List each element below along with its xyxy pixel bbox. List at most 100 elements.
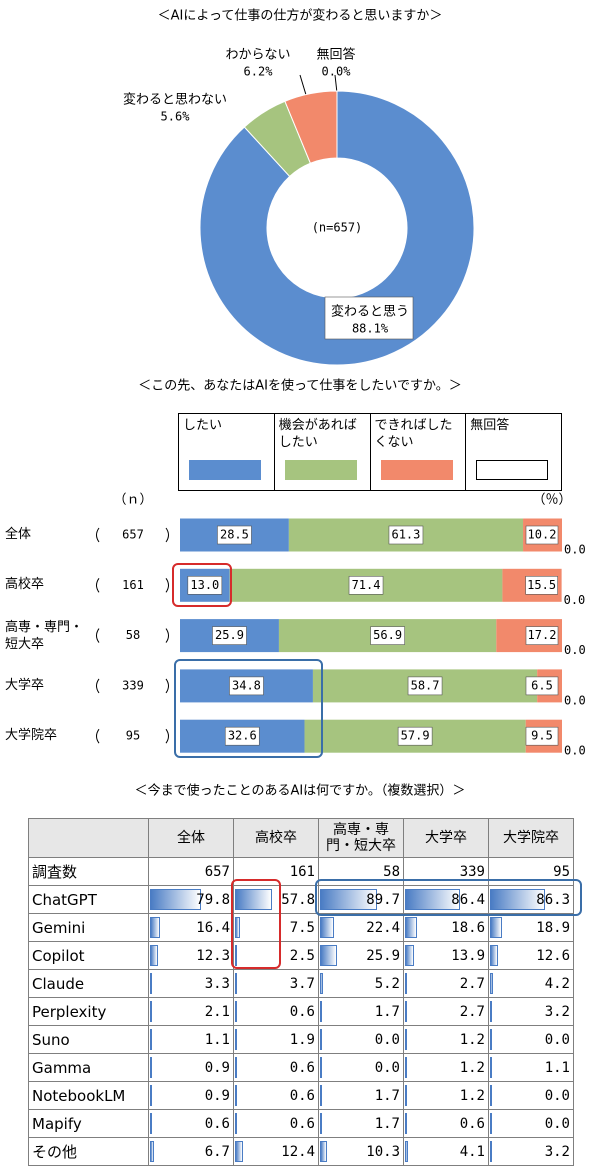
slice-value: 6.2% <box>244 65 274 79</box>
row-label: その他 <box>28 1137 149 1166</box>
column-header: 大学卒 <box>403 818 489 858</box>
paren <box>96 628 100 643</box>
data-bar <box>405 917 417 938</box>
slice-label: 変わると思わない <box>123 92 227 108</box>
table-cell: 0.0 <box>318 1025 404 1054</box>
data-bar <box>150 1141 155 1162</box>
table-cell: 12.6 <box>488 941 574 970</box>
cell-value: 0.6 <box>289 1115 315 1132</box>
cell-value: 2.5 <box>289 947 315 964</box>
n-cell: 657 <box>148 857 234 886</box>
table-cell: 7.5 <box>233 913 319 942</box>
table-cell: 79.8 <box>148 885 234 914</box>
cell-value: 0.0 <box>544 1115 570 1132</box>
row-label: Perplexity <box>28 997 149 1026</box>
center-label: (n=657) <box>312 221 363 235</box>
bar-value-label: 61.3 <box>391 528 420 542</box>
table-cell: 2.5 <box>233 941 319 970</box>
table-row: Mapify 0.6 0.6 1.7 0.6 0.0 <box>28 1109 574 1138</box>
data-bar <box>150 1001 152 1022</box>
data-bar <box>320 1057 322 1078</box>
slice-label: わからない <box>225 48 290 63</box>
bar-value-label: 0.0 <box>564 744 586 758</box>
data-bar <box>235 1029 237 1050</box>
data-bar <box>490 945 499 966</box>
cell-value: 0.0 <box>374 1059 400 1076</box>
legend-item: したい <box>179 414 275 490</box>
cell-value: 1.7 <box>374 1115 400 1132</box>
row-label: Gemini <box>28 913 149 942</box>
label-box <box>525 676 559 696</box>
bar-value-label: 34.8 <box>232 678 261 692</box>
cell-value: 3.7 <box>289 975 315 992</box>
data-bar <box>405 1029 407 1050</box>
cell-value: 0.6 <box>459 1115 485 1132</box>
table-cell: 86.3 <box>488 885 574 914</box>
cell-value: 0.0 <box>544 1087 570 1104</box>
cell-value: 4.2 <box>544 975 570 992</box>
row-label: NotebookLM <box>28 1081 149 1110</box>
cell-value: 2.7 <box>459 975 485 992</box>
data-bar <box>235 917 240 938</box>
category-label: 高校卒 <box>5 577 45 593</box>
n-value: 95 <box>126 729 140 743</box>
highlight-box <box>174 659 323 758</box>
bar-value-label: 25.9 <box>215 628 244 642</box>
paren <box>96 678 100 694</box>
cell-value: 57.8 <box>281 891 315 908</box>
row-label: Suno <box>28 1025 149 1054</box>
label-box <box>217 525 252 545</box>
table-cell: 1.2 <box>403 1053 489 1082</box>
slice-value: 0.0% <box>322 65 352 79</box>
paren <box>165 578 169 593</box>
cell-value: 86.4 <box>451 891 485 908</box>
cell-value: 0.6 <box>289 1059 315 1076</box>
cell-value: 1.9 <box>289 1031 315 1048</box>
data-bar <box>150 1057 152 1078</box>
cell-value: 0.6 <box>289 1087 315 1104</box>
slice-label: 変わると思う <box>331 304 409 320</box>
cell-value: 18.9 <box>536 919 570 936</box>
legend-item: 無回答 <box>466 414 561 490</box>
data-bar <box>150 1085 152 1106</box>
row-label: Mapify <box>28 1109 149 1138</box>
table-cell: 86.4 <box>403 885 489 914</box>
table-cell: 1.2 <box>403 1025 489 1054</box>
bar-value-label: 9.5 <box>531 729 553 743</box>
paren <box>165 678 169 694</box>
cell-value: 3.2 <box>544 1003 570 1020</box>
cell-value: 4.1 <box>459 1143 485 1160</box>
donut-slice <box>199 90 475 366</box>
bar-value-label: 0.0 <box>564 593 586 607</box>
table-cell: 89.7 <box>318 885 404 914</box>
table-cell: 0.9 <box>148 1081 234 1110</box>
header-cell <box>28 818 149 858</box>
cell-value: 10.3 <box>366 1143 400 1160</box>
table-row: ChatGPT 79.8 57.8 89.7 86.4 86.3 <box>28 885 574 914</box>
cell-value: 0.0 <box>374 1031 400 1048</box>
data-bar <box>405 973 407 994</box>
cell-value: 16.4 <box>196 919 230 936</box>
data-bar <box>405 1001 407 1022</box>
data-bar <box>405 889 461 910</box>
cell-value: 1.1 <box>544 1059 570 1076</box>
bar-value-label: 0.0 <box>564 643 586 657</box>
cell-value: 12.3 <box>196 947 230 964</box>
table-cell: 0.0 <box>318 1053 404 1082</box>
table-cell: 4.1 <box>403 1137 489 1166</box>
data-bar <box>490 1029 492 1050</box>
table-cell: 16.4 <box>148 913 234 942</box>
table-cell: 1.7 <box>318 1081 404 1110</box>
table-cell: 1.7 <box>318 997 404 1026</box>
label-box <box>187 575 223 595</box>
cell-value: 2.1 <box>204 1003 230 1020</box>
slice-label: 無回答 <box>316 47 355 63</box>
cell-value: 1.2 <box>459 1031 485 1048</box>
cell-value: 79.8 <box>196 891 230 908</box>
column-header: 大学院卒 <box>488 818 574 858</box>
bar-value-label: 56.9 <box>373 628 402 642</box>
table-cell: 0.9 <box>148 1053 234 1082</box>
chart-title: ＜この先、あなたはAIを使って仕事をしたいですか。＞ <box>138 378 461 394</box>
data-bar <box>150 1113 152 1134</box>
